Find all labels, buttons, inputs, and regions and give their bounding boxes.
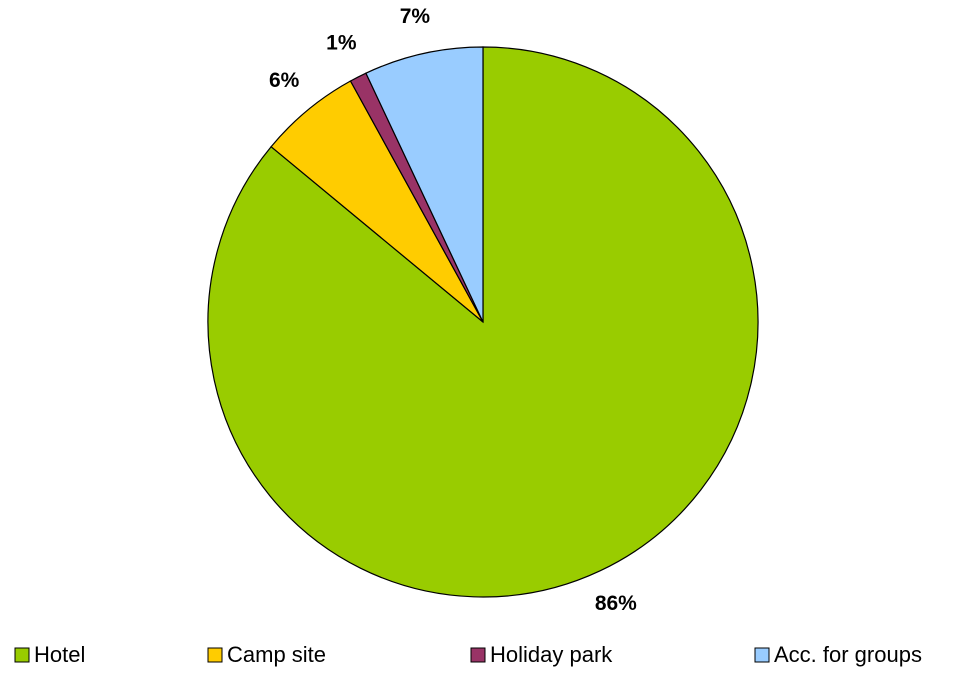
legend-swatch — [14, 647, 30, 663]
legend-label: Camp site — [227, 642, 326, 667]
slice-label: 6% — [269, 69, 300, 92]
legend-swatch — [207, 647, 223, 663]
legend-label: Holiday park — [490, 642, 613, 667]
slice-label: 1% — [326, 32, 357, 55]
legend-label: Hotel — [34, 642, 85, 667]
legend-label: Acc. for groups — [774, 642, 922, 667]
legend-swatch — [470, 647, 486, 663]
pie-slice — [365, 46, 484, 323]
legend-swatch — [754, 647, 770, 663]
slice-label: 86% — [595, 592, 637, 615]
slice-label: 7% — [400, 5, 431, 28]
